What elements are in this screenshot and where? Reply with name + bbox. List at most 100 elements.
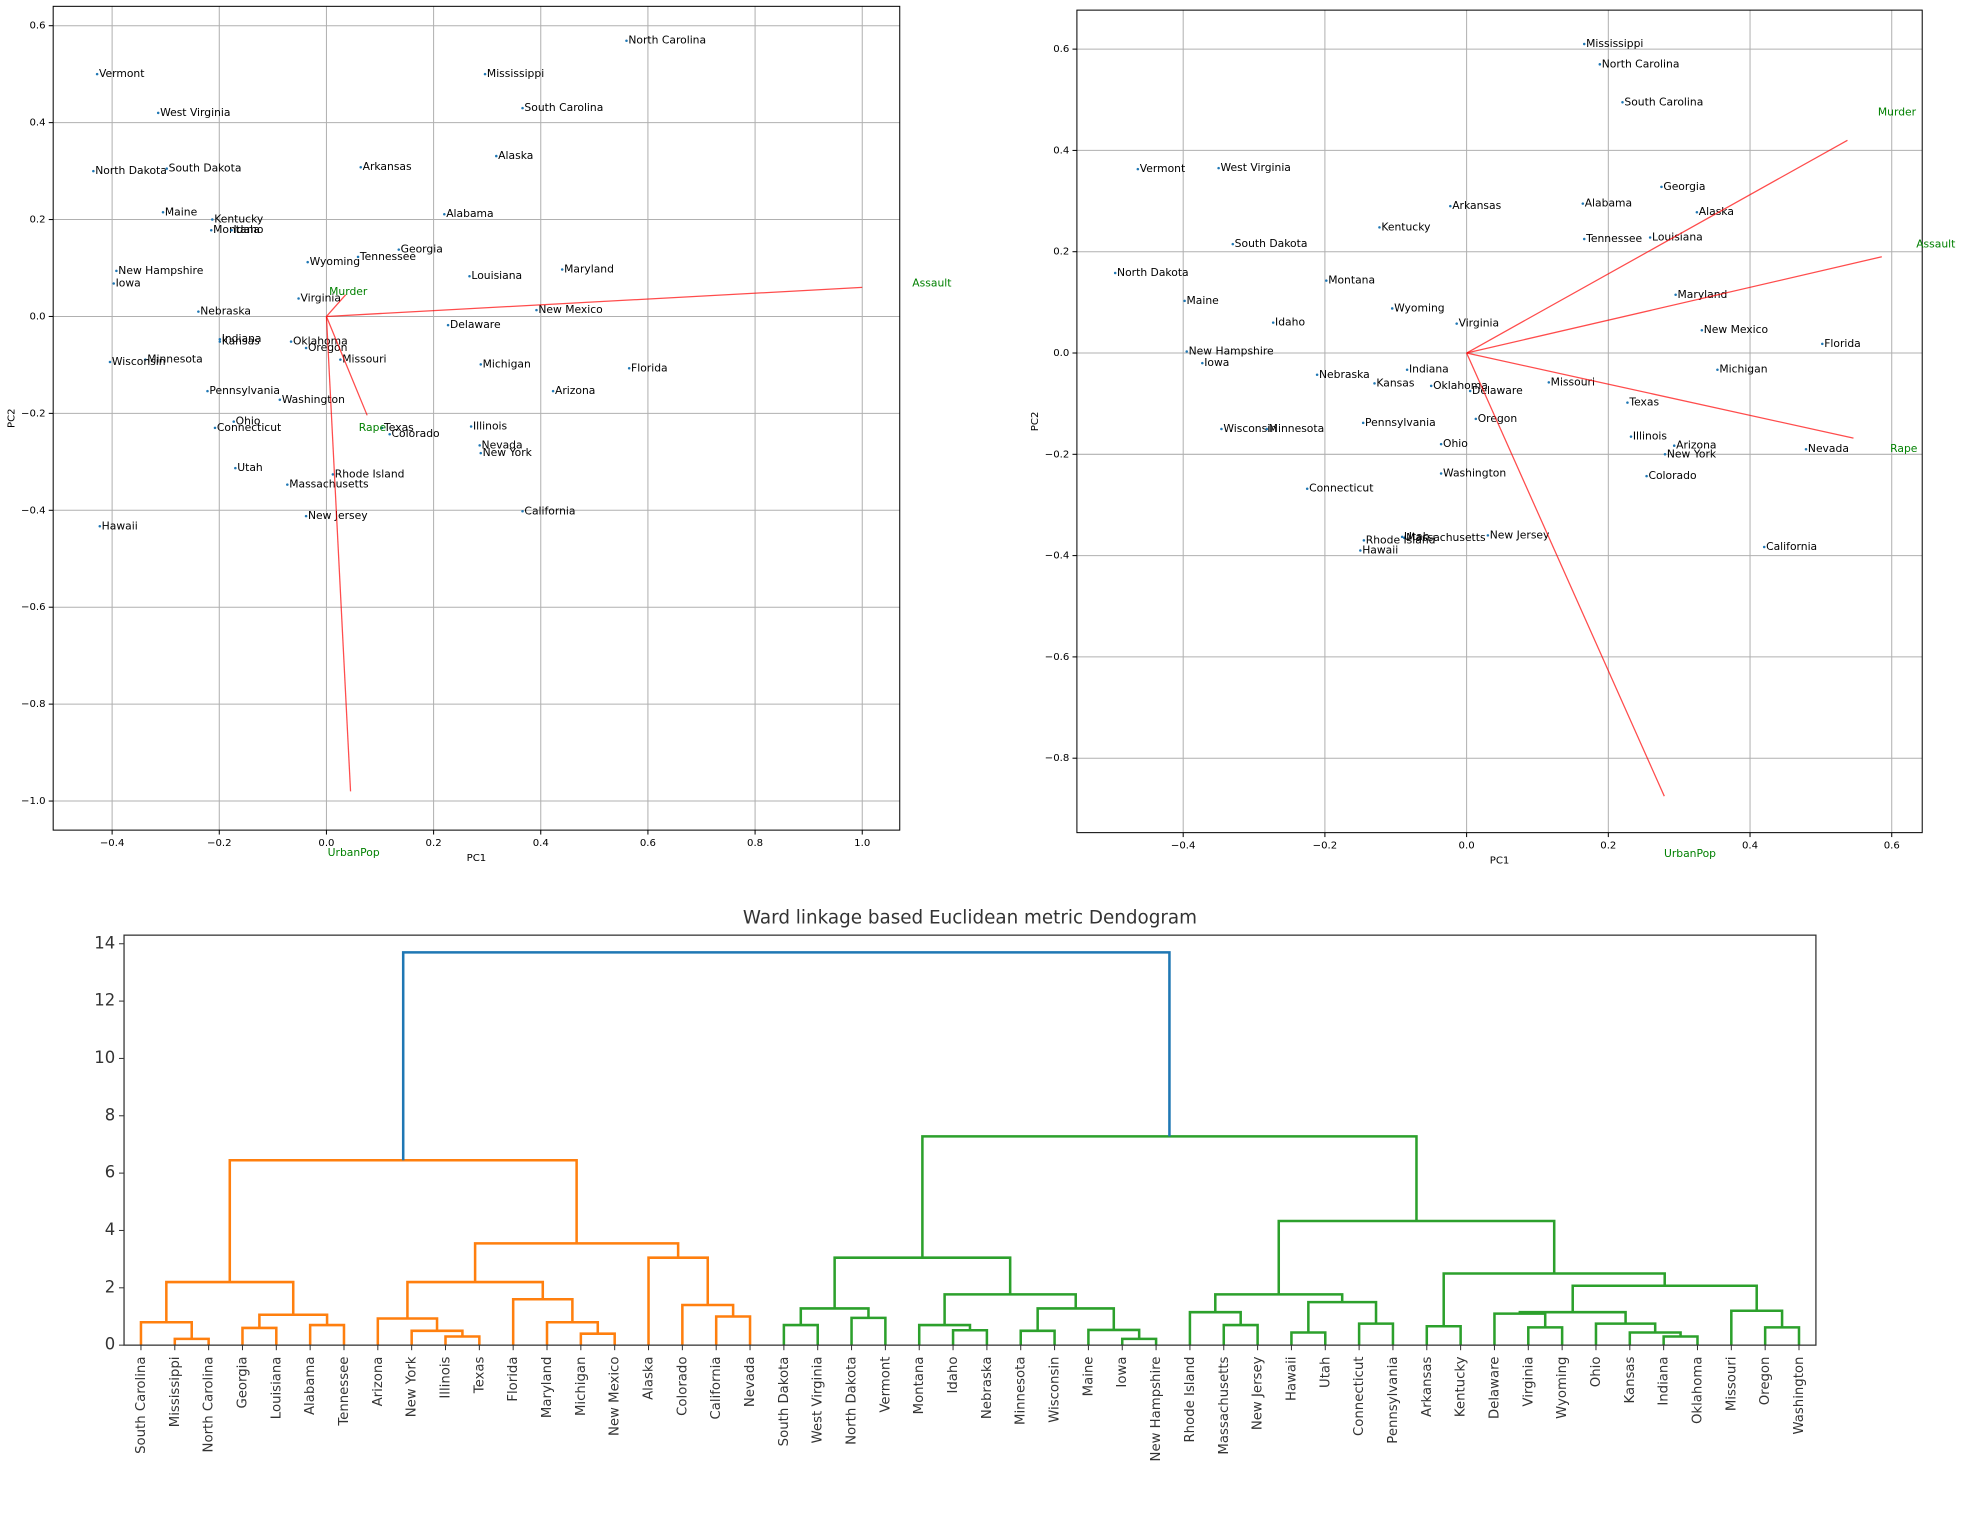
point [1400,535,1404,539]
point [495,154,498,158]
leaf-label: Utah [1318,1357,1333,1388]
point-label: Connecticut [1309,482,1373,495]
x-tick-label: −0.2 [207,838,232,849]
leaf-label: Alabama [303,1357,318,1415]
point-label: Hawaii [1362,544,1398,557]
y-tick-label: 0.4 [1053,145,1069,156]
point-label: Nevada [1808,442,1849,455]
loading-arrow [1466,139,1848,354]
point-label: New Hampshire [118,264,203,277]
loading-label: Assault [912,277,951,290]
leaf-label: Ohio [1589,1357,1604,1388]
point [278,398,282,402]
point [1804,447,1808,451]
y-tick-label: −0.6 [1045,652,1070,663]
point [1201,361,1204,365]
point-label: Georgia [401,243,443,256]
point-label: New Jersey [308,509,368,522]
y-tick-label: 0.0 [1053,348,1069,359]
point-label: Oklahoma [1433,379,1488,392]
point [339,358,342,361]
point [1315,373,1319,377]
leaf-label: West Virginia [811,1357,826,1444]
loading-label: Murder [329,285,368,298]
point [1598,63,1602,66]
point-label: Michigan [483,357,531,370]
y-tick-label: −0.6 [21,602,46,613]
point [1626,401,1629,404]
point [359,165,362,169]
x-tick-label: 0.6 [1884,840,1900,851]
point-label: Rhode Island [1366,533,1436,546]
leaf-label: Florida [506,1357,521,1402]
point-label: Massachusetts [1406,531,1486,544]
point-label: South Dakota [1235,237,1308,250]
x-tick-label: −0.4 [100,838,125,849]
point-label: Tennessee [1585,232,1642,245]
plot: −0.4 −0.2 0.0 0.2 0.4 0.6 −0.8 −0.6 −0.4 −0.2 0.0 0… [1030,9,1955,866]
point [1449,204,1452,208]
point [1582,237,1586,241]
leaf-label: Arizona [371,1357,386,1407]
point [218,337,222,341]
point-label: Minnesota [1269,422,1324,435]
y-tick-label: 0.2 [1053,247,1069,258]
y-tick-label: −0.8 [21,699,46,710]
point-label: California [524,504,575,517]
point-label: Maryland [1678,288,1728,301]
point-label: New Jersey [1490,528,1550,541]
point [98,525,102,528]
point [521,106,524,110]
plot: −0.4 −0.2 0.0 0.2 0.4 0.6 0.8 1.0 −1.0 −0.8 −0.6 −0… [6,5,951,864]
point [112,282,115,285]
link [943,1293,1077,1326]
link [1188,1310,1242,1346]
point-label: New Mexico [538,303,602,316]
y-tick-label: 0.6 [1053,44,1069,55]
point-label: Nevada [482,438,523,451]
point [521,509,524,513]
link [139,1320,193,1346]
link [241,1326,278,1346]
point [218,340,222,343]
loading-label: UrbanPop [1664,847,1716,860]
point-label: North Dakota [95,164,167,177]
point [446,323,450,327]
leaf-label: New York [405,1356,420,1417]
y-tick-label: 6 [105,1163,115,1182]
point [1663,453,1667,456]
point-label: Washington [1443,467,1506,480]
link [1571,1284,1758,1313]
leaf-label: Illinois [438,1356,453,1398]
point-label: Louisiana [1652,231,1703,244]
y-tick-label: −0.2 [21,408,46,419]
point-label: Utah [1404,530,1429,543]
point-label: West Virginia [160,106,230,119]
point [1645,474,1648,478]
point-label: Kentucky [214,213,264,226]
link [165,1280,295,1323]
link [1493,1312,1547,1346]
point-label: Ohio [1443,437,1468,450]
point-label: Nebraska [200,305,251,318]
point [230,228,233,232]
point [1629,435,1633,438]
loading-arrow [326,286,863,318]
point [161,211,165,214]
x-tick-label: 0.6 [640,838,656,849]
leaf-label: Wyoming [1555,1357,1570,1419]
point [1716,368,1719,371]
point [1373,382,1376,385]
point-label: Colorado [392,427,440,440]
point-label: Iowa [116,277,141,290]
point [197,310,200,313]
point-label: Kansas [222,335,260,348]
y-tick-label: 2 [105,1277,115,1296]
point-label: Montana [213,223,260,236]
point-label: Arizona [555,384,595,397]
loading-label: Rape [359,421,387,434]
point-label: Wisconsin [1223,422,1277,435]
point [1468,389,1472,393]
y-tick-label: −0.4 [1045,551,1070,562]
